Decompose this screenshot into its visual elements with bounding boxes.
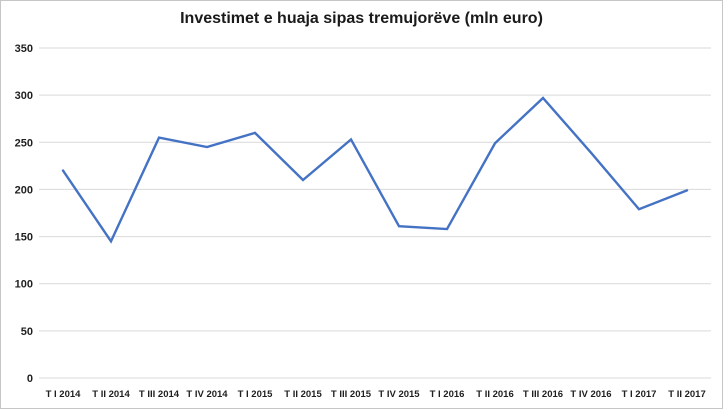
- y-axis-tick-label: 150: [15, 232, 33, 244]
- y-axis-tick-label: 250: [15, 137, 33, 149]
- y-axis-tick-label: 300: [15, 90, 33, 102]
- x-axis-category-label: T IV 2015: [378, 389, 420, 400]
- x-axis-category-label: T IV 2014: [186, 389, 228, 400]
- y-axis-tick-label: 100: [15, 279, 33, 291]
- x-axis-category-label: T I 2015: [238, 389, 274, 400]
- x-axis-category-label: T III 2016: [523, 389, 563, 400]
- x-axis-category-label: T I 2016: [430, 389, 465, 400]
- x-axis-category-label: T II 2016: [476, 389, 514, 400]
- x-axis-category-label: T III 2015: [331, 389, 372, 400]
- x-axis-category-label: T IV 2016: [570, 389, 611, 400]
- data-series-line: [61, 96, 689, 244]
- x-axis-category-label: T II 2015: [284, 389, 322, 400]
- x-axis-category-label: T I 2014: [46, 389, 82, 400]
- y-axis-tick-label: 0: [27, 373, 33, 385]
- y-axis-tick-label: 200: [15, 184, 33, 196]
- x-axis-category-label: T I 2017: [622, 389, 657, 400]
- x-axis-category-label: T III 2014: [139, 389, 180, 400]
- chart-title: Investimet e huaja sipas tremujorëve (ml…: [180, 10, 543, 27]
- y-axis-tick-label: 350: [15, 43, 33, 55]
- x-axis-category-label: T II 2014: [92, 389, 130, 400]
- y-axis-tick-label: 50: [21, 326, 33, 338]
- x-axis-category-label: T II 2017: [668, 389, 706, 400]
